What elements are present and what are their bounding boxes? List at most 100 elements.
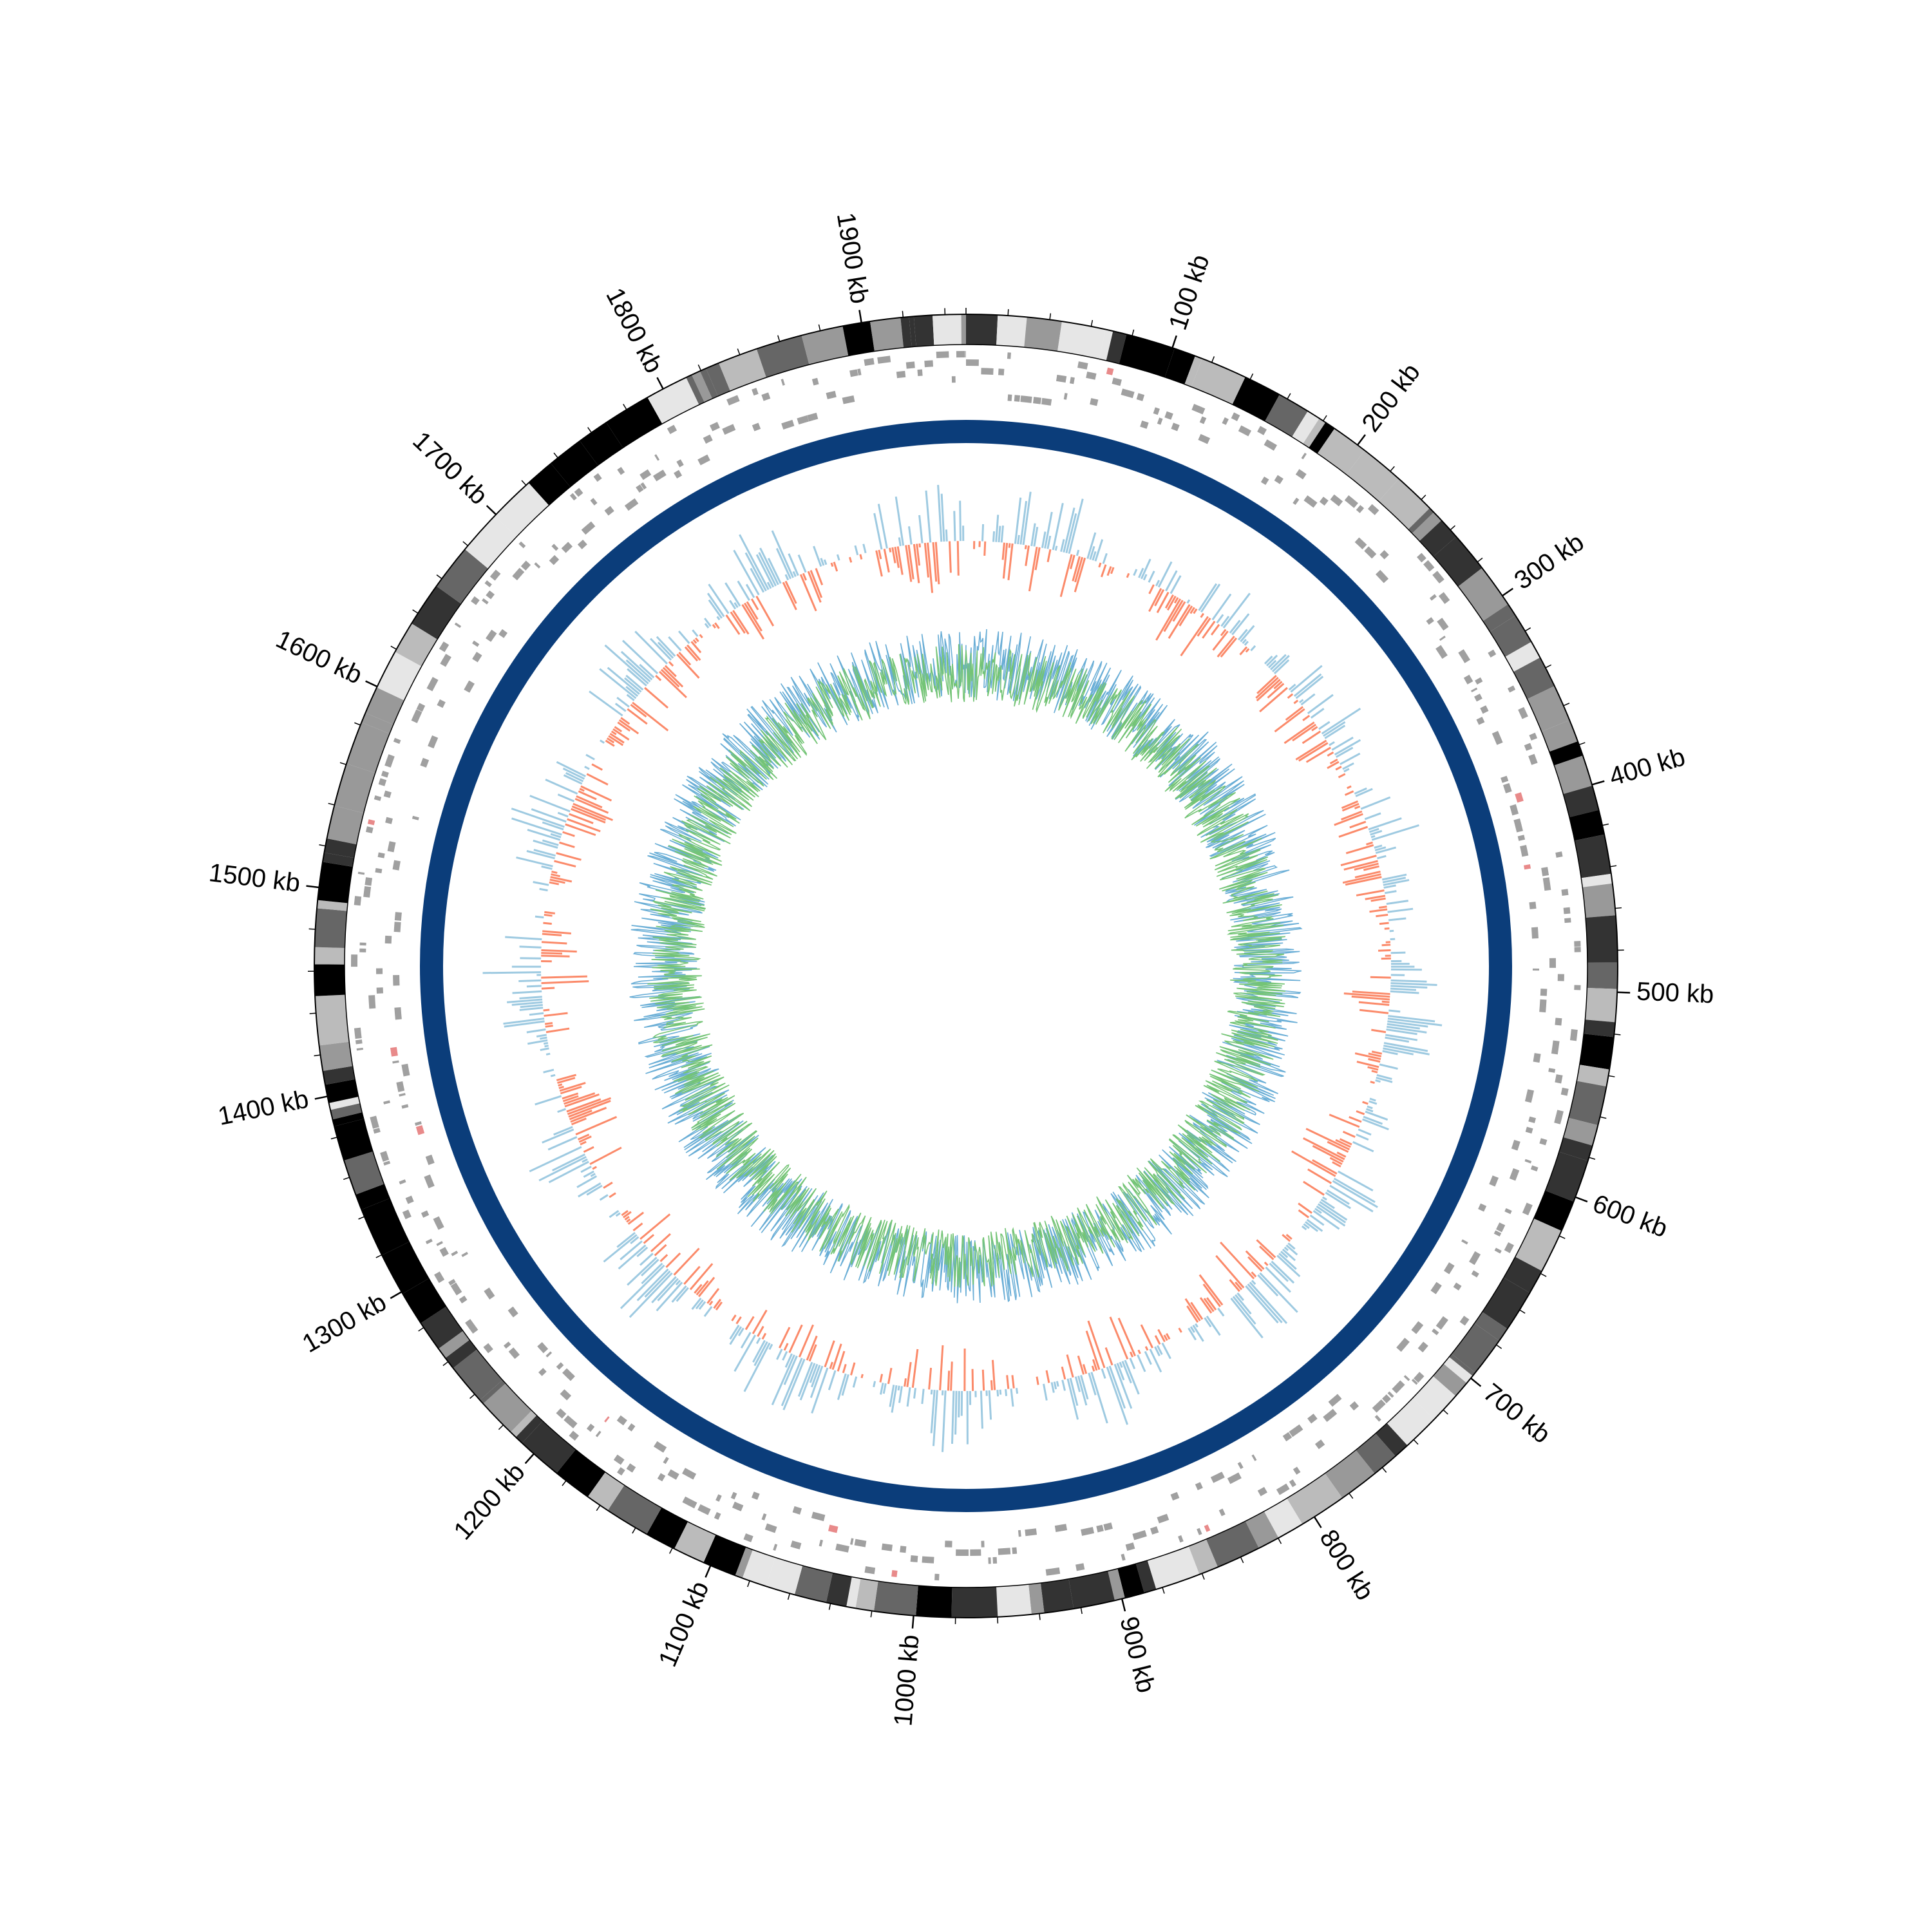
feature-block bbox=[697, 1504, 711, 1515]
histogram-bar-positive bbox=[644, 1270, 671, 1298]
minor-tick bbox=[787, 1593, 791, 1600]
histogram-bar-negative bbox=[541, 952, 563, 955]
histogram-bar-positive bbox=[1102, 553, 1108, 564]
histogram-bar-positive bbox=[620, 650, 653, 681]
tick-label-1400kb: 1400 kb bbox=[216, 1084, 311, 1131]
feature-block bbox=[652, 469, 667, 482]
histogram-bar-negative bbox=[550, 876, 573, 883]
histogram-bar-negative bbox=[1365, 895, 1386, 900]
histogram-bar-positive bbox=[1089, 545, 1095, 560]
cytoband-segment bbox=[1387, 1398, 1435, 1446]
histogram-bar-positive bbox=[1116, 1363, 1125, 1381]
feature-block bbox=[415, 1121, 422, 1126]
histogram-bar-positive bbox=[737, 1327, 744, 1336]
feature-block bbox=[1307, 1414, 1318, 1424]
histogram-bar-negative bbox=[545, 1025, 553, 1028]
histogram-bar-positive bbox=[775, 547, 792, 580]
minor-tick bbox=[818, 324, 821, 331]
feature-block bbox=[1524, 864, 1531, 870]
cytoband-segment bbox=[1292, 411, 1320, 444]
histogram-bar-negative bbox=[1329, 758, 1338, 764]
cytoband-segment bbox=[1569, 810, 1605, 841]
histogram-bar-positive bbox=[1276, 1255, 1301, 1278]
histogram-bar-positive bbox=[1030, 523, 1036, 547]
histogram-bar-negative bbox=[542, 933, 562, 936]
histogram-bar-positive bbox=[767, 558, 782, 584]
feature-block bbox=[752, 388, 759, 396]
cytoband-segment bbox=[515, 1415, 543, 1443]
feature-block bbox=[624, 498, 639, 511]
histogram-bar-positive bbox=[585, 753, 595, 761]
histogram-bar-negative bbox=[632, 701, 669, 732]
histogram-bar-positive bbox=[1336, 746, 1354, 758]
histogram-bar-negative bbox=[689, 1263, 714, 1291]
histogram-bar-negative bbox=[887, 1367, 893, 1385]
minor-tick bbox=[498, 1425, 504, 1430]
cytoband-segment bbox=[703, 1535, 746, 1576]
cytoband-segment bbox=[483, 1383, 532, 1432]
histogram-bar-negative bbox=[730, 611, 746, 634]
histogram-bar-negative bbox=[1217, 636, 1235, 658]
feature-block bbox=[674, 469, 683, 479]
histogram-bar-positive bbox=[1362, 1118, 1389, 1131]
feature-block bbox=[1153, 407, 1160, 415]
cytoband-segment bbox=[436, 549, 489, 604]
feature-block bbox=[461, 1251, 468, 1258]
feature-block bbox=[1264, 439, 1278, 451]
histogram-bar-positive bbox=[557, 793, 575, 802]
feature-block bbox=[357, 871, 365, 875]
histogram-bar-positive bbox=[1137, 1354, 1146, 1372]
histogram-bar-negative bbox=[605, 739, 615, 747]
feature-block bbox=[1509, 1168, 1520, 1181]
feature-block bbox=[1260, 476, 1269, 486]
histogram-bar-negative bbox=[569, 1110, 592, 1121]
histogram-bar-negative bbox=[831, 1343, 842, 1370]
feature-block bbox=[604, 506, 614, 516]
feature-block bbox=[1376, 569, 1389, 583]
histogram-bar-positive bbox=[1271, 1260, 1295, 1284]
tick-label-200kb: 200 kb bbox=[1356, 358, 1425, 437]
feature-block bbox=[981, 1540, 985, 1548]
histogram-bar-negative bbox=[879, 1374, 884, 1383]
histogram-bar-positive bbox=[1368, 828, 1379, 833]
histogram-bar-negative bbox=[1356, 1061, 1379, 1068]
cytoband-segment bbox=[1587, 962, 1618, 989]
feature-block bbox=[1458, 649, 1470, 663]
feature-block bbox=[1554, 1110, 1564, 1124]
feature-block bbox=[1293, 1466, 1301, 1475]
histogram-bar-negative bbox=[744, 602, 762, 632]
histogram-bar-negative bbox=[1345, 844, 1374, 855]
feature-block bbox=[891, 1570, 898, 1577]
histogram-bar-negative bbox=[1006, 1375, 1010, 1389]
histogram-bar-positive bbox=[752, 1340, 766, 1363]
feature-block bbox=[956, 1549, 969, 1556]
feature-block bbox=[1140, 421, 1149, 429]
cytoband-segment bbox=[674, 1521, 716, 1563]
feature-block bbox=[370, 1115, 379, 1129]
feature-block bbox=[354, 896, 362, 906]
feature-block bbox=[1218, 1508, 1226, 1517]
cytoband-segment bbox=[686, 374, 705, 405]
tick-label-1300kb: 1300 kb bbox=[298, 1288, 391, 1358]
histogram-bar-positive bbox=[1301, 1225, 1307, 1231]
histogram-bar-positive bbox=[1108, 1365, 1126, 1409]
histogram-bar-positive bbox=[545, 779, 578, 795]
feature-block bbox=[617, 1467, 625, 1476]
histogram-bar-positive bbox=[1387, 1025, 1427, 1034]
histogram-bar-negative bbox=[1369, 908, 1388, 913]
histogram-bar-positive bbox=[1370, 835, 1376, 838]
cytoband-segment bbox=[453, 1349, 503, 1401]
feature-block bbox=[850, 1538, 854, 1545]
feature-block bbox=[549, 554, 560, 565]
histogram-bar-negative bbox=[1341, 810, 1363, 820]
histogram-bar-negative bbox=[1347, 785, 1352, 790]
feature-block bbox=[464, 680, 475, 693]
histogram-bar-positive bbox=[852, 1376, 858, 1388]
major-tick bbox=[1356, 434, 1366, 446]
cytoband-segment bbox=[846, 1577, 861, 1609]
minor-tick bbox=[747, 1580, 750, 1587]
histogram-bar-positive bbox=[837, 1373, 847, 1400]
cytoband-segment bbox=[1309, 422, 1335, 454]
histogram-bar-positive bbox=[729, 600, 737, 610]
